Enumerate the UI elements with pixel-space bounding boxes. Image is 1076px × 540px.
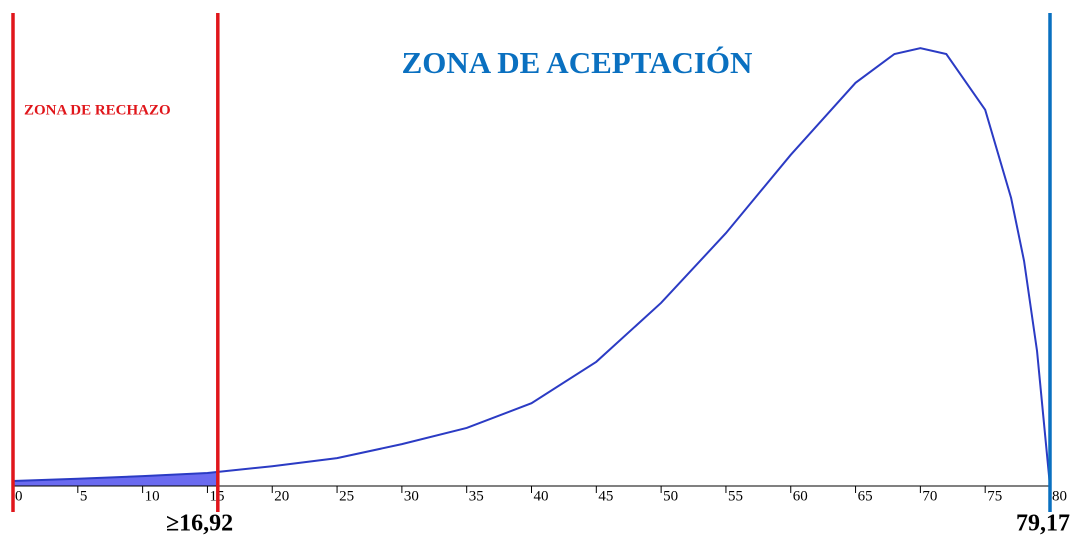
reject-label: ZONA DE RECHAZO xyxy=(24,102,171,118)
x-tick-label: 25 xyxy=(339,488,354,504)
x-tick-label: 0 xyxy=(15,488,23,504)
x-tick-label: 65 xyxy=(858,488,873,504)
x-tick-label: 75 xyxy=(987,488,1002,504)
x-tick-label: 45 xyxy=(598,488,613,504)
lower-critical-label: ≥16,92 xyxy=(166,511,233,537)
upper-critical-label: 79,17 xyxy=(1016,511,1070,537)
x-tick-label: 10 xyxy=(145,488,160,504)
x-tick-label: 30 xyxy=(404,488,419,504)
x-tick-label: 5 xyxy=(80,488,88,504)
x-tick-label: 20 xyxy=(274,488,289,504)
x-tick-label: 50 xyxy=(663,488,678,504)
accept-label: ZONA DE ACEPTACIÓN xyxy=(402,45,753,80)
x-tick-label: 35 xyxy=(469,488,484,504)
x-tick-label: 60 xyxy=(793,488,808,504)
x-tick-label: 80 xyxy=(1052,488,1067,504)
x-tick-label: 40 xyxy=(534,488,549,504)
x-tick-label: 55 xyxy=(728,488,743,504)
density-curve xyxy=(12,47,1051,487)
x-tick-label: 70 xyxy=(922,488,937,504)
